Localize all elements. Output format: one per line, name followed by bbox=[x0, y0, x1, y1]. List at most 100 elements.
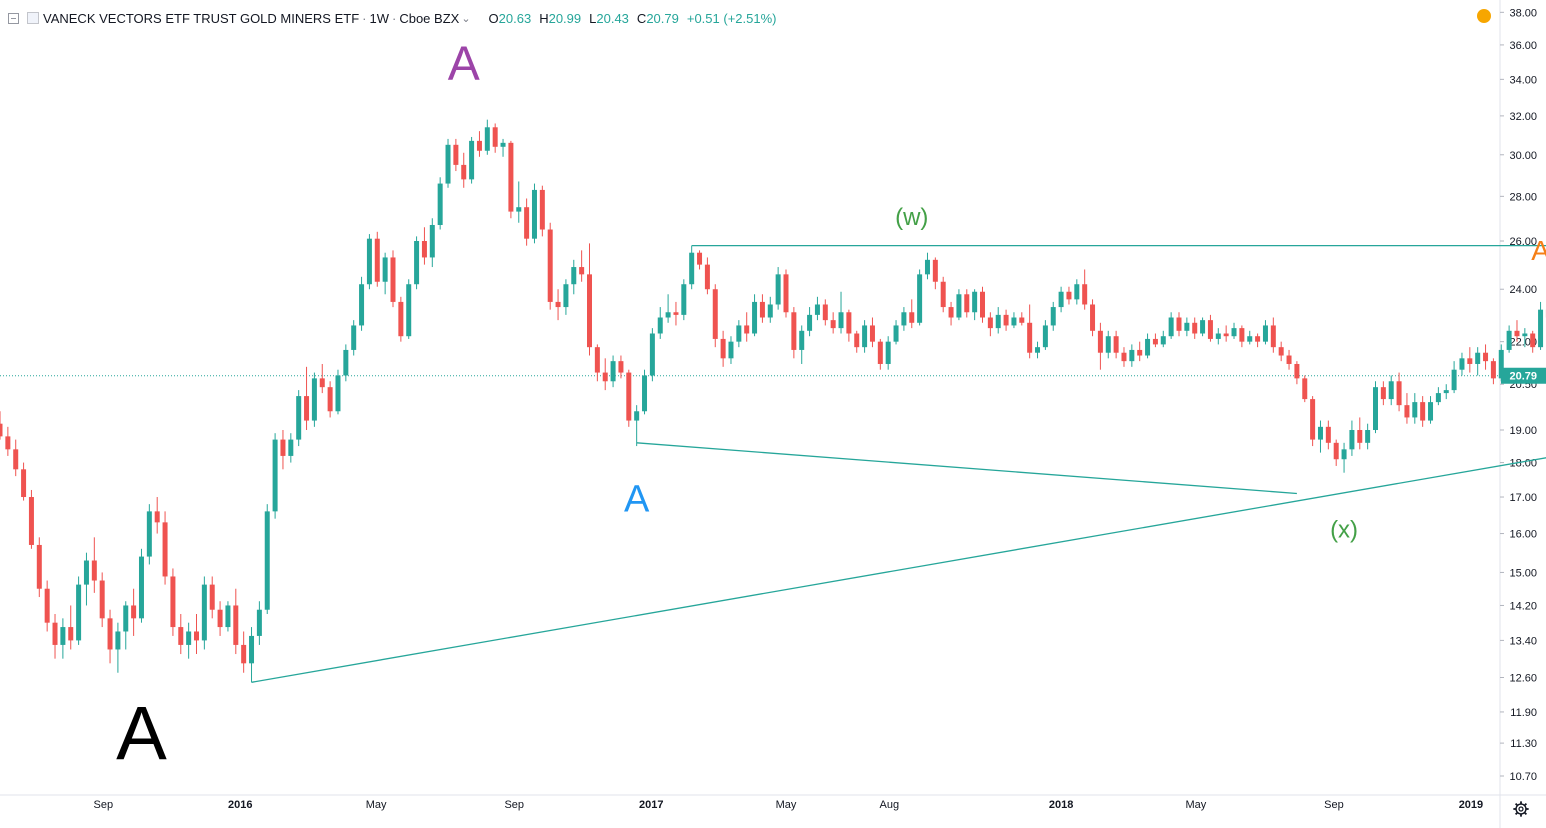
wave-label: (w) bbox=[895, 204, 928, 231]
candle-body bbox=[36, 544, 42, 589]
candle-body bbox=[704, 264, 710, 290]
wave-label: A bbox=[116, 691, 167, 776]
y-tick-label: 14.20 bbox=[1509, 600, 1537, 612]
candle-body bbox=[1003, 314, 1009, 326]
candle-body bbox=[1506, 330, 1512, 350]
candle-body bbox=[1396, 381, 1402, 406]
candle-body bbox=[744, 325, 750, 334]
candle-body bbox=[1498, 349, 1504, 379]
wave-label: A bbox=[448, 37, 480, 90]
candle-body bbox=[1129, 349, 1135, 362]
candle-body bbox=[1042, 325, 1048, 348]
trendline bbox=[636, 442, 1297, 495]
candle-body bbox=[602, 372, 608, 382]
candle-body bbox=[1255, 336, 1261, 342]
candle-body bbox=[736, 325, 742, 342]
candle-body bbox=[893, 325, 899, 342]
candle-body bbox=[76, 584, 82, 641]
candle-body bbox=[123, 605, 129, 632]
candle-body bbox=[44, 588, 50, 623]
candle-body bbox=[775, 274, 781, 305]
candle-body bbox=[351, 325, 357, 350]
candle-body bbox=[280, 439, 286, 456]
candle-body bbox=[469, 140, 475, 180]
candle-body bbox=[1475, 352, 1481, 364]
interval-label[interactable]: 1W bbox=[369, 10, 389, 26]
candle-body bbox=[60, 627, 66, 645]
candle-body bbox=[115, 631, 121, 650]
candle-body bbox=[170, 576, 176, 628]
high-label: H bbox=[539, 10, 549, 26]
candle-body bbox=[1019, 317, 1025, 323]
candle-body bbox=[689, 252, 695, 285]
chart-header: VANECK VECTORS ETF TRUST GOLD MINERS ETF… bbox=[8, 8, 784, 28]
candle-body bbox=[366, 238, 372, 285]
candle-body bbox=[1538, 309, 1544, 348]
candle-body bbox=[414, 241, 420, 285]
candle-body bbox=[1262, 325, 1268, 342]
candle-body bbox=[304, 396, 310, 421]
candle-body bbox=[1341, 449, 1347, 460]
candle-body bbox=[618, 361, 624, 373]
candle-body bbox=[131, 605, 137, 619]
candle-body bbox=[571, 267, 577, 285]
candle-body bbox=[0, 423, 3, 437]
candle-body bbox=[1404, 405, 1410, 418]
candle-body bbox=[917, 274, 923, 323]
candle-body bbox=[972, 291, 978, 313]
candle-body bbox=[1388, 381, 1394, 400]
change-value: +0.51 (+2.51%) bbox=[686, 10, 777, 26]
candle-body bbox=[1231, 328, 1237, 337]
candle-body bbox=[948, 307, 954, 318]
candle-body bbox=[712, 289, 718, 339]
candle-body bbox=[720, 338, 726, 359]
candle-body bbox=[791, 312, 797, 350]
candle-body bbox=[1522, 333, 1528, 337]
candle-body bbox=[752, 301, 758, 334]
candle-body bbox=[1443, 390, 1449, 394]
candle-body bbox=[783, 274, 789, 313]
y-tick-label: 24.00 bbox=[1509, 284, 1537, 296]
candle-body bbox=[1373, 387, 1378, 430]
candle-body bbox=[1090, 304, 1096, 331]
candle-body bbox=[1451, 369, 1457, 391]
candle-body bbox=[956, 294, 962, 318]
candle-body bbox=[1412, 402, 1418, 418]
candle-body bbox=[1050, 307, 1056, 326]
alert-icon[interactable] bbox=[1477, 9, 1491, 23]
y-tick-label: 17.00 bbox=[1509, 492, 1537, 504]
candle-body bbox=[374, 238, 380, 282]
candle-body bbox=[83, 560, 89, 585]
candle-body bbox=[642, 375, 648, 412]
candle-body bbox=[382, 257, 388, 282]
wave-label: A bbox=[1531, 235, 1546, 266]
candle-body bbox=[311, 378, 317, 421]
collapse-icon[interactable] bbox=[8, 12, 19, 24]
candle-body bbox=[217, 609, 223, 628]
candle-body bbox=[869, 325, 875, 342]
candle-body bbox=[649, 333, 655, 376]
candle-body bbox=[995, 314, 1001, 329]
candle-body bbox=[1184, 322, 1190, 331]
candle-body bbox=[343, 349, 349, 376]
candle-body bbox=[1074, 284, 1080, 300]
candle-body bbox=[209, 584, 215, 610]
candle-body bbox=[390, 257, 396, 302]
candle-body bbox=[445, 144, 451, 184]
chevron-down-icon[interactable]: ⌄ bbox=[461, 12, 471, 25]
candle-body bbox=[1310, 399, 1316, 440]
candle-body bbox=[728, 341, 734, 359]
candle-body bbox=[107, 618, 113, 650]
candle-body bbox=[1459, 358, 1465, 370]
candle-body bbox=[476, 140, 482, 151]
candle-body bbox=[1467, 358, 1473, 364]
candle-body bbox=[838, 312, 844, 329]
y-tick-label: 13.40 bbox=[1509, 635, 1537, 647]
candle-body bbox=[594, 347, 600, 373]
candle-body bbox=[1428, 402, 1434, 421]
gear-icon[interactable] bbox=[1512, 800, 1530, 818]
symbol-name[interactable]: VANECK VECTORS ETF TRUST GOLD MINERS ETF bbox=[43, 10, 360, 26]
candle-body bbox=[854, 333, 860, 348]
candle-body bbox=[1530, 333, 1536, 348]
